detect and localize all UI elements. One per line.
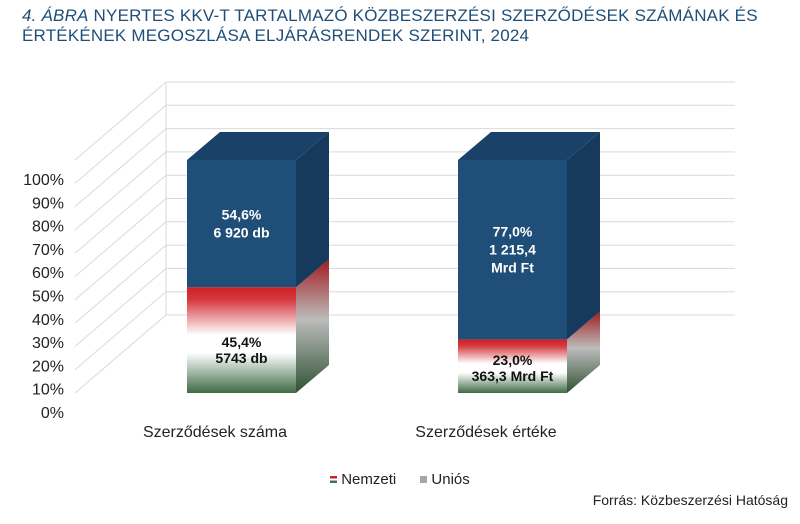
- gridline: [74, 267, 735, 347]
- data-label-unios: 77,0%: [493, 224, 533, 240]
- y-tick-label: 70%: [32, 242, 64, 259]
- y-tick-label: 50%: [32, 289, 64, 306]
- gridline: [74, 81, 735, 161]
- y-tick-label: 60%: [32, 265, 64, 282]
- y-tick-label: 100%: [23, 172, 64, 189]
- data-label-nemzeti: 23,0%: [493, 352, 533, 368]
- bar-nemzeti-side: [296, 259, 329, 393]
- x-category-label: Szerződések száma: [143, 424, 287, 441]
- source-note: Forrás: Közbeszerzési Hatóság: [592, 492, 788, 508]
- bar-unios-front: [458, 160, 567, 340]
- legend-item-nemzeti: Nemzeti: [330, 471, 396, 488]
- y-tick-label: 20%: [32, 358, 64, 375]
- gridline: [74, 151, 735, 231]
- data-label-unios: 6 920 db: [213, 225, 269, 241]
- gridline: [74, 314, 735, 394]
- legend-label-unios: Uniós: [431, 471, 470, 488]
- y-tick-label: 40%: [32, 312, 64, 329]
- stacked-3d-bar-chart: 0% 10% 20% 30% 40% 50% 60% 70% 80% 90% 100% 54,6% 6…: [23, 81, 735, 441]
- y-tick-label: 80%: [32, 219, 64, 236]
- y-tick-label: 90%: [32, 195, 64, 212]
- bars: [187, 132, 600, 393]
- bar-top: [187, 132, 329, 160]
- data-label-nemzeti: 45,4%: [222, 334, 262, 350]
- gridline: [74, 221, 735, 301]
- x-category-label: Szerződések értéke: [415, 424, 557, 441]
- x-axis-labels: Szerződések száma Szerződések értéke: [143, 424, 557, 441]
- bar-unios-front: [187, 160, 296, 288]
- chart-title: 4. ÁBRA NYERTES KKV-T TARTALMAZÓ KÖZBESZ…: [22, 6, 782, 46]
- gridline: [74, 104, 735, 184]
- data-label-unios: Mrd Ft: [491, 260, 534, 276]
- bar-nemzeti-side: [567, 311, 600, 393]
- gridlines: [74, 81, 735, 394]
- figure-number: 4. ÁBRA: [22, 6, 89, 25]
- bar-unios-side: [296, 132, 329, 288]
- legend-item-unios: Uniós: [420, 471, 470, 488]
- legend-swatch-unios: [420, 476, 428, 483]
- legend: Nemzeti Uniós: [0, 470, 800, 488]
- data-label-nemzeti: 363,3 Mrd Ft: [472, 368, 554, 384]
- y-axis: 0% 10% 20% 30% 40% 50% 60% 70% 80% 90% 100%: [23, 172, 64, 422]
- data-label-unios: 54,6%: [222, 207, 262, 223]
- data-labels: 54,6% 6 920 db 45,4%5743 db 77,0% 1 215,4 Mrd…: [213, 207, 553, 385]
- figure-title-text: NYERTES KKV-T TARTALMAZÓ KÖZBESZERZÉSI S…: [22, 6, 758, 45]
- y-tick-label: 10%: [32, 382, 64, 399]
- legend-swatch-nemzeti: [330, 476, 338, 483]
- y-tick-label: 0%: [41, 405, 64, 422]
- data-label-unios: 1 215,4: [489, 242, 536, 258]
- data-label-nemzeti: 5743 db: [215, 350, 267, 366]
- gridline: [74, 244, 735, 324]
- bar-nemzeti-front: [458, 339, 567, 393]
- y-tick-label: 30%: [32, 335, 64, 352]
- gridline: [74, 198, 735, 277]
- legend-label-nemzeti: Nemzeti: [341, 471, 397, 488]
- bar-nemzeti-front: [187, 287, 296, 393]
- bar-top: [458, 132, 600, 160]
- gridline: [74, 291, 735, 371]
- bar-unios-side: [567, 132, 600, 340]
- gridline: [74, 128, 735, 207]
- gridline: [74, 174, 735, 254]
